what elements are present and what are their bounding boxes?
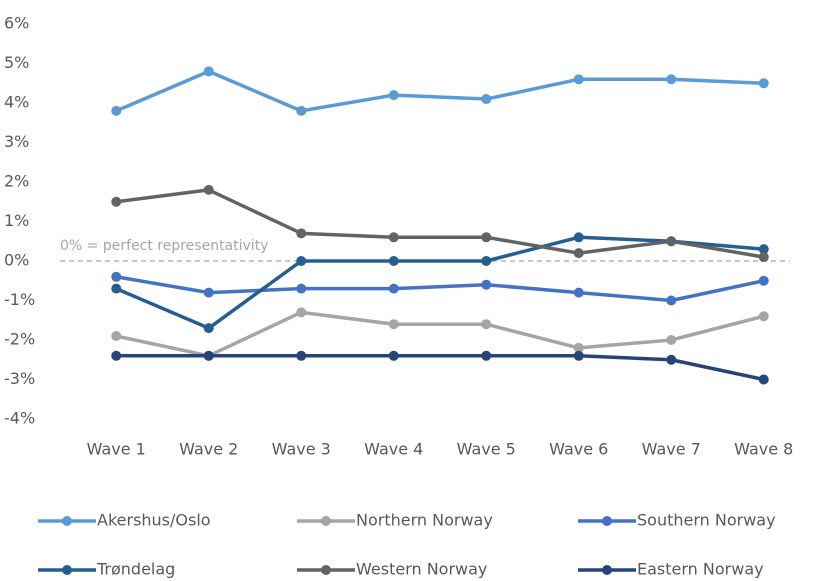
data-point — [481, 232, 492, 243]
data-point — [666, 354, 677, 365]
data-point — [203, 287, 214, 298]
legend-marker — [62, 516, 72, 526]
data-point — [296, 256, 307, 266]
data-point — [296, 350, 307, 361]
data-point — [758, 374, 769, 385]
data-point — [388, 350, 399, 361]
data-point — [758, 252, 769, 263]
data-point — [481, 256, 492, 266]
x-tick-label: Wave 2 — [179, 440, 238, 459]
legend-label: Akershus/Oslo — [97, 511, 211, 530]
series-line — [116, 354, 765, 382]
data-point — [111, 350, 122, 361]
data-point — [296, 105, 307, 116]
data-point — [388, 256, 399, 266]
data-point — [666, 335, 677, 345]
data-point — [296, 307, 307, 318]
data-point — [203, 323, 214, 334]
data-point — [296, 283, 307, 294]
data-point — [203, 66, 214, 77]
data-point — [573, 74, 584, 85]
x-tick-label: Wave 6 — [549, 440, 608, 459]
data-point — [203, 184, 214, 195]
y-tick-label: 4% — [4, 93, 29, 112]
legend-label: Eastern Norway — [637, 560, 764, 579]
legend-marker — [602, 565, 612, 575]
data-point — [111, 331, 122, 342]
data-point — [481, 350, 492, 361]
x-tick-label: Wave 3 — [272, 440, 331, 459]
data-point — [758, 78, 769, 89]
y-tick-label: 0% — [4, 251, 29, 270]
legend-label: Western Norway — [356, 560, 487, 579]
data-point — [758, 244, 769, 255]
data-point — [573, 350, 584, 361]
y-tick-label: 5% — [4, 53, 29, 72]
data-point — [203, 350, 214, 361]
data-point — [666, 74, 677, 85]
y-tick-label: -1% — [4, 290, 35, 309]
data-point — [388, 283, 399, 294]
legend-marker — [602, 516, 612, 526]
y-tick-label: -4% — [4, 409, 35, 428]
data-point — [481, 94, 492, 105]
data-point — [481, 319, 492, 330]
annotation: 0% = perfect representativity — [60, 238, 268, 254]
y-tick-label: 6% — [4, 14, 29, 33]
data-point — [573, 248, 584, 259]
data-point — [666, 295, 677, 306]
y-tick-label: 2% — [4, 172, 29, 191]
data-point — [111, 271, 122, 282]
series-line — [115, 235, 764, 330]
series-line — [115, 69, 764, 113]
data-point — [573, 232, 584, 243]
legend-marker — [321, 565, 331, 575]
data-point — [758, 275, 769, 286]
data-point — [666, 236, 677, 247]
y-tick-label: -3% — [4, 369, 35, 388]
y-tick-label: -2% — [4, 330, 35, 349]
x-tick-label: Wave 8 — [734, 440, 793, 459]
series-line — [116, 188, 765, 259]
legend-label: Southern Norway — [637, 511, 776, 530]
data-point — [296, 228, 307, 239]
y-tick-label: 3% — [4, 132, 29, 151]
data-point — [388, 232, 399, 243]
legend-label: Trøndelag — [96, 560, 175, 579]
data-point — [111, 105, 122, 116]
x-tick-label: Wave 5 — [457, 440, 516, 459]
legend-marker — [62, 565, 72, 575]
data-point — [758, 311, 769, 322]
data-point — [111, 196, 122, 207]
data-point — [573, 287, 584, 298]
data-point — [388, 319, 399, 330]
x-tick-label: Wave 1 — [87, 440, 146, 459]
data-point — [111, 283, 122, 294]
series-line — [115, 275, 765, 303]
data-point — [388, 90, 399, 101]
series-line — [115, 310, 765, 358]
legend-label: Northern Norway — [356, 511, 493, 530]
legend-marker — [321, 516, 331, 526]
x-tick-label: Wave 7 — [642, 440, 701, 459]
data-point — [481, 279, 492, 290]
y-tick-label: 1% — [4, 211, 29, 230]
x-tick-label: Wave 4 — [364, 440, 423, 459]
data-point — [573, 342, 584, 353]
